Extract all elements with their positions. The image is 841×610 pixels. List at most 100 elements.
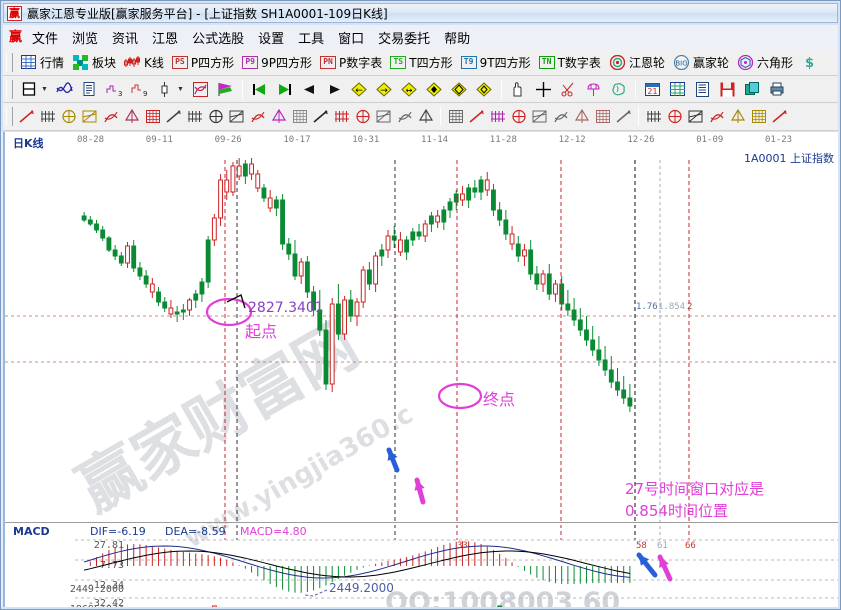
toolbar-grip-2[interactable]: [6, 79, 13, 99]
toolbar-button-nsquare[interactable]: [205, 106, 226, 128]
toolbar-button-star[interactable]: [268, 106, 289, 128]
toolbar-button-speed[interactable]: [508, 106, 529, 128]
candlestick-plot[interactable]: [5, 140, 838, 540]
toolbar-grip[interactable]: [6, 52, 13, 72]
toolbar-button-9t-square[interactable]: T9 9T四方形: [457, 51, 535, 73]
toolbar-button-wave[interactable]: [52, 78, 77, 100]
toolbar-button-tree[interactable]: [581, 78, 606, 100]
toolbar-button-target[interactable]: [247, 106, 268, 128]
toolbar-button-channel[interactable]: [613, 106, 634, 128]
toolbar-button-pitch[interactable]: [310, 106, 331, 128]
toolbar-button-zigzag[interactable]: [550, 106, 571, 128]
toolbar-button-zoom-left[interactable]: ←: [347, 78, 372, 100]
toolbar-button-gold-circle[interactable]: [727, 106, 748, 128]
toolbar-button-winner-wheel[interactable]: BIG 赢家轮: [669, 51, 733, 73]
toolbar-button-sectors[interactable]: 板块: [68, 51, 120, 73]
toolbar-button-zoom-h[interactable]: ↔: [397, 78, 422, 100]
menu-item-help[interactable]: 帮助: [444, 31, 471, 47]
toolbar-button-kline[interactable]: K线: [120, 51, 168, 73]
toolbar-button-spiral[interactable]: [121, 106, 142, 128]
toolbar-button-boxgrid[interactable]: [289, 106, 310, 128]
toolbar-button-cycle[interactable]: [487, 106, 508, 128]
chart-window[interactable]: 赢家财富网 www.yingjia360.c QQ:1008003 60 日K线…: [3, 132, 838, 607]
toolbar-button-grid2[interactable]: [571, 106, 592, 128]
toolbar-button-first[interactable]: [247, 78, 272, 100]
menu-item-news[interactable]: 资讯: [112, 31, 139, 47]
nsquare-icon: [207, 108, 224, 125]
macd-plot[interactable]: [5, 530, 838, 607]
toolbar-button-fork[interactable]: [37, 106, 58, 128]
menu-item-browse[interactable]: 浏览: [72, 31, 99, 47]
toolbar-button-dollar[interactable]: $: [797, 51, 822, 73]
toolbar-button-gann-wheel[interactable]: 江恩轮: [605, 51, 669, 73]
toolbar-button-net[interactable]: [394, 106, 415, 128]
toolbar-button-percent[interactable]: [685, 106, 706, 128]
toolbar-grip-3[interactable]: [6, 107, 13, 126]
toolbar-button-period[interactable]: ▼: [16, 78, 52, 100]
toolbar-button-9p-square[interactable]: P9 9P四方形: [238, 51, 316, 73]
toolbar-button-print[interactable]: [765, 78, 790, 100]
toolbar-button-pen[interactable]: [16, 106, 37, 128]
toolbar-button-brain[interactable]: [606, 78, 631, 100]
menu-item-settings[interactable]: 设置: [258, 31, 285, 47]
toolbar-button-fan[interactable]: [466, 106, 487, 128]
toolbar-button-report[interactable]: [690, 78, 715, 100]
toolbar-button-hexagon[interactable]: 六角形: [733, 51, 797, 73]
toolbar-button-last[interactable]: [272, 78, 297, 100]
toolbar-button-gold-gann[interactable]: [58, 106, 79, 128]
toolbar-button-grid3[interactable]: [592, 106, 613, 128]
toolbar-button-next[interactable]: [322, 78, 347, 100]
menu-item-window[interactable]: 窗口: [338, 31, 365, 47]
title-bar: 赢 赢家江恩专业版[赢家服务平台] - [上证指数 SH1A0001-109日K…: [3, 3, 838, 23]
toolbar-button-circle-grid[interactable]: [163, 106, 184, 128]
chevron-down-icon[interactable]: ▼: [41, 85, 48, 93]
toolbar-button-percent-fib[interactable]: [664, 106, 685, 128]
annotation-low-value: 2449.2000: [329, 581, 394, 595]
toolbar-button-copy[interactable]: [740, 78, 765, 100]
toolbar-button-quotes[interactable]: 行情: [16, 51, 68, 73]
toolbar-button-gold-bar[interactable]: [748, 106, 769, 128]
toolbar-button-overlay[interactable]: [188, 78, 213, 100]
toolbar-button-table[interactable]: [665, 78, 690, 100]
chevron-down-icon-2[interactable]: ▼: [176, 85, 184, 93]
menu-item-gann[interactable]: 江恩: [152, 31, 179, 47]
menu-item-file[interactable]: 文件: [32, 31, 59, 47]
toolbar-button-save[interactable]: [715, 78, 740, 100]
toolbar-button-zoom-right[interactable]: →: [372, 78, 397, 100]
toolbar-button-gold-gann2[interactable]: [79, 106, 100, 128]
toolbar-button-candle-style[interactable]: ▼: [152, 78, 188, 100]
toolbar-button-ying[interactable]: [352, 106, 373, 128]
toolbar-button-angle[interactable]: [226, 106, 247, 128]
toolbar-button-scissors[interactable]: [556, 78, 581, 100]
toolbar-button-fan-grid[interactable]: [100, 106, 121, 128]
toolbar-button-trendline[interactable]: [529, 106, 550, 128]
menu-item-formula[interactable]: 公式选股: [192, 31, 245, 47]
toolbar-button-shen[interactable]: [331, 106, 352, 128]
toolbar-button-flag[interactable]: [213, 78, 238, 100]
toolbar-button-p-numtable[interactable]: PN P数字表: [316, 51, 386, 73]
menu-item-trade[interactable]: 交易委托: [378, 31, 431, 47]
toolbar-button-measure[interactable]: [415, 106, 436, 128]
toolbar-button-zoom-both[interactable]: [422, 78, 447, 100]
toolbar-button-t-numtable[interactable]: TN T数字表: [535, 51, 605, 73]
toolbar-button-rect[interactable]: [445, 106, 466, 128]
volume-plot[interactable]: [5, 597, 838, 607]
toolbar-button-comb[interactable]: [184, 106, 205, 128]
toolbar-button-zoom-alt2[interactable]: [472, 78, 497, 100]
menu-item-tools[interactable]: 工具: [298, 31, 325, 47]
toolbar-button-p-square[interactable]: PS P四方形: [168, 51, 238, 73]
toolbar-button-lattice[interactable]: [373, 106, 394, 128]
toolbar-button-zoom-alt1[interactable]: [447, 78, 472, 100]
toolbar-button-paint[interactable]: [769, 106, 790, 128]
toolbar-button-prev[interactable]: [297, 78, 322, 100]
toolbar-button-document[interactable]: [77, 78, 102, 100]
toolbar-button-t-square[interactable]: TS T四方形: [386, 51, 456, 73]
toolbar-button-hand[interactable]: [506, 78, 531, 100]
toolbar-button-bars9[interactable]: 9: [127, 78, 152, 100]
toolbar-button-ladder[interactable]: [643, 106, 664, 128]
toolbar-button-crosshair[interactable]: [531, 78, 556, 100]
toolbar-button-percent-red[interactable]: [706, 106, 727, 128]
toolbar-button-pencil[interactable]: [142, 106, 163, 128]
toolbar-button-calendar[interactable]: 21: [640, 78, 665, 100]
toolbar-button-bars3[interactable]: 3: [102, 78, 127, 100]
